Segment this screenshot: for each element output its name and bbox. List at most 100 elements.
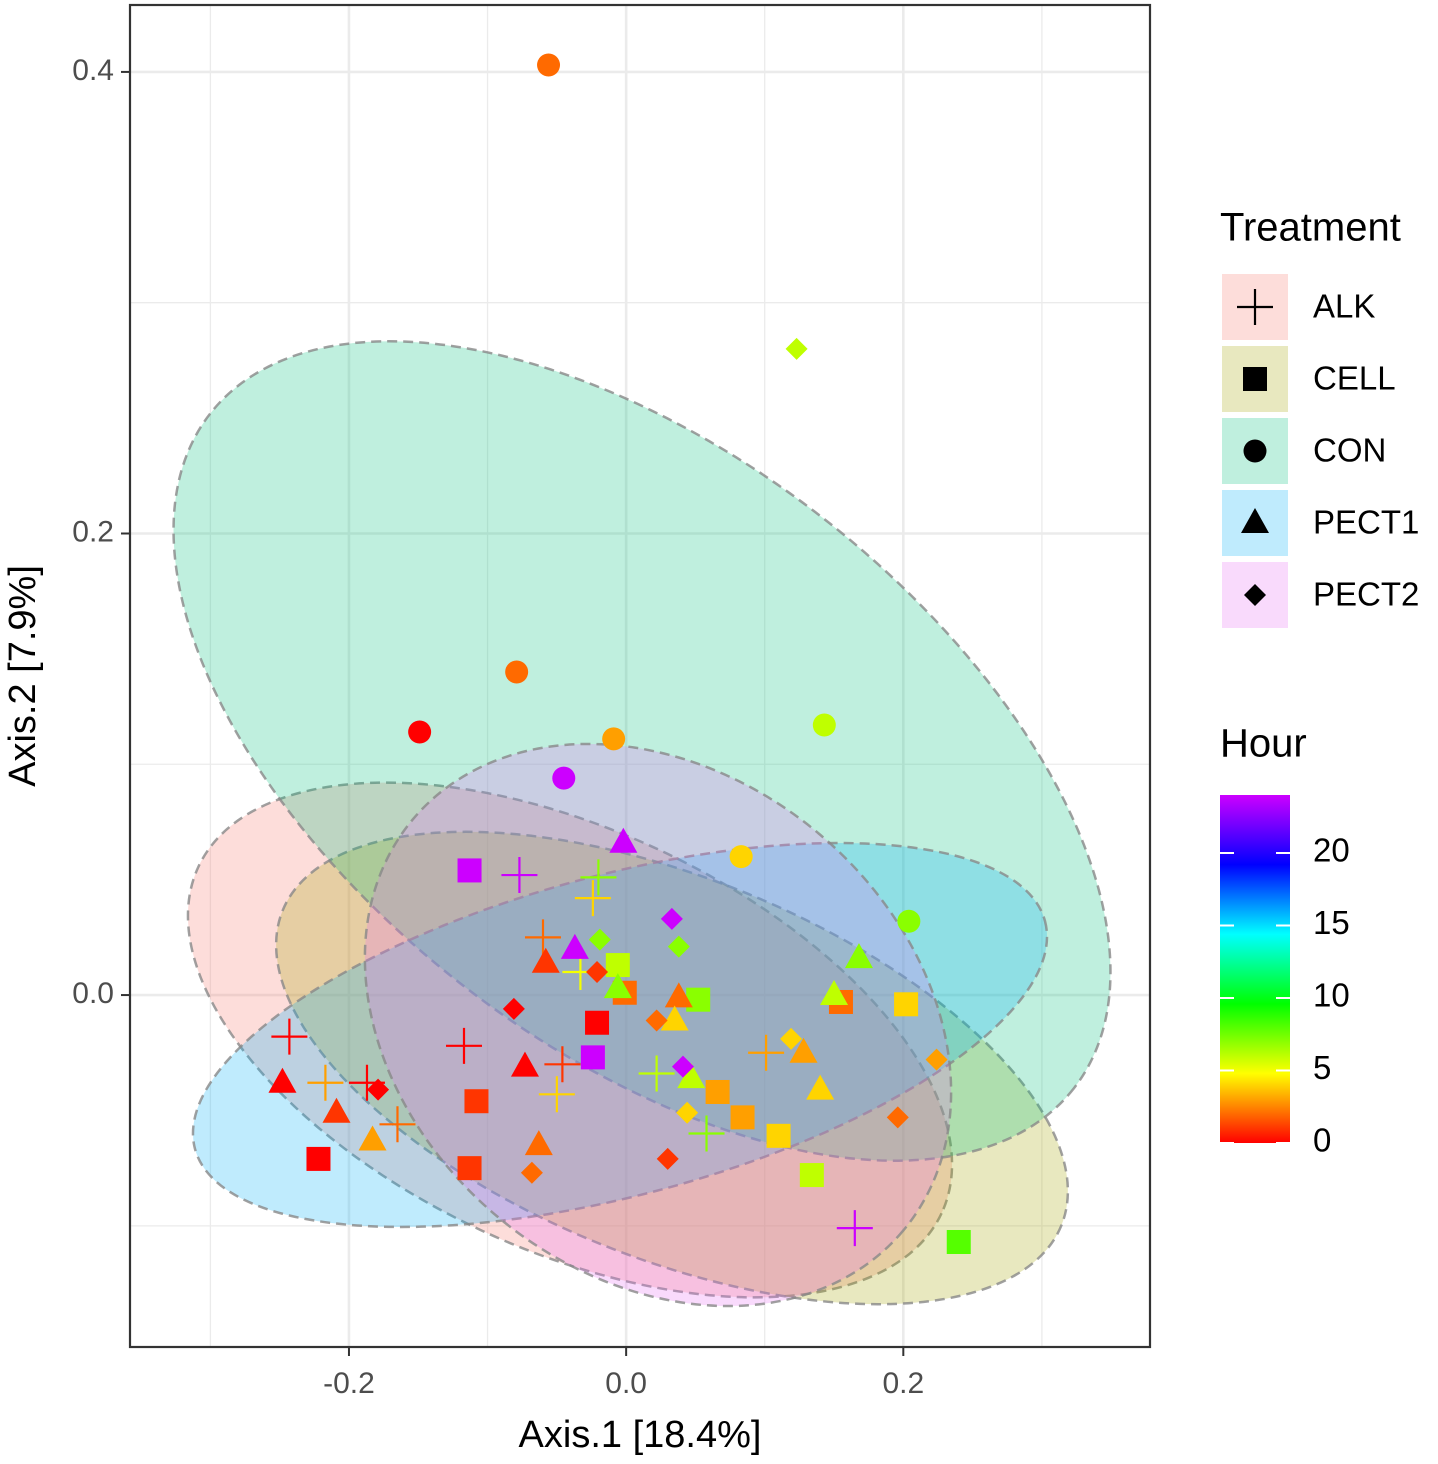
point (367, 1078, 390, 1101)
point (544, 1046, 581, 1083)
point (686, 987, 711, 1012)
legend-label: CON (1313, 432, 1386, 469)
point (897, 909, 921, 933)
point (609, 827, 638, 853)
legend-label: PECT2 (1313, 576, 1419, 613)
legend-symbol (1243, 439, 1267, 463)
point (946, 1229, 971, 1254)
colorbar (1220, 795, 1290, 1143)
point (588, 928, 611, 951)
point (552, 766, 576, 790)
point (664, 982, 693, 1008)
point (586, 960, 609, 983)
plot-background (130, 5, 1150, 1347)
points (268, 53, 971, 1254)
point (886, 1106, 909, 1129)
y-tick-label: 0.4 (72, 54, 114, 87)
point (505, 660, 529, 684)
x-tick-label: 0.0 (605, 1367, 647, 1400)
point (502, 997, 525, 1020)
point (671, 1055, 694, 1078)
point (785, 337, 808, 360)
point (271, 1018, 308, 1055)
point (457, 1156, 482, 1181)
point (660, 1005, 689, 1031)
point (585, 1010, 610, 1035)
point (660, 907, 683, 930)
legend-symbol (1243, 367, 1267, 391)
point (457, 858, 482, 883)
y-tick-label: 0.2 (72, 515, 114, 548)
point (766, 1123, 791, 1148)
point (844, 943, 873, 969)
point (705, 1079, 730, 1104)
point (537, 53, 561, 77)
point (358, 1125, 387, 1151)
legend-label: ALK (1313, 288, 1375, 325)
y-axis-title: Axis.2 [7.9%] (2, 565, 44, 787)
legend-symbol (1244, 584, 1266, 606)
point (464, 1089, 489, 1114)
ellipses (172, 340, 1112, 1308)
point (580, 1045, 605, 1070)
colorbar-label: 15 (1313, 904, 1350, 941)
point (580, 859, 617, 896)
confidence-ellipse (274, 830, 1070, 1306)
point (925, 1048, 948, 1071)
colorbar-label: 10 (1313, 977, 1350, 1014)
point (306, 1146, 331, 1171)
point (268, 1067, 297, 1093)
point (812, 713, 836, 737)
point (638, 1055, 675, 1092)
point (501, 857, 538, 894)
point (645, 1009, 668, 1032)
confidence-ellipse (191, 841, 1049, 1229)
point (307, 1064, 344, 1101)
point (322, 1097, 351, 1123)
point (524, 1130, 553, 1156)
legend-title: Treatment (1220, 206, 1401, 250)
point (656, 1147, 679, 1170)
plot-border (128, 3, 1152, 1349)
legend-label: PECT1 (1313, 504, 1419, 541)
point (894, 992, 919, 1017)
colorbar-title: Hour (1220, 722, 1307, 766)
point (560, 933, 589, 959)
colorbar-label: 0 (1313, 1122, 1331, 1159)
point (524, 919, 561, 956)
point (531, 947, 560, 973)
point (836, 1210, 873, 1247)
point (445, 1027, 482, 1064)
point (520, 1161, 543, 1184)
point (603, 973, 632, 999)
x-tick-label: 0.2 (882, 1367, 924, 1400)
point (789, 1037, 818, 1063)
point (688, 1115, 725, 1152)
point (780, 1027, 803, 1050)
point (677, 1063, 706, 1089)
point (602, 727, 626, 751)
point (806, 1074, 835, 1100)
point (605, 953, 630, 978)
point (820, 980, 849, 1006)
point (730, 1105, 755, 1130)
colorbar-label: 20 (1313, 832, 1350, 869)
colorbar-label: 5 (1313, 1049, 1331, 1086)
point (676, 1101, 699, 1124)
y-tick-label: 0.0 (72, 977, 114, 1010)
point (379, 1106, 416, 1143)
point (538, 1076, 575, 1113)
point (729, 845, 753, 869)
point (510, 1051, 539, 1077)
point (748, 1034, 785, 1071)
legend-symbol (1241, 508, 1269, 533)
point (667, 935, 690, 958)
confidence-ellipse (172, 340, 1112, 1162)
point (799, 1163, 824, 1188)
point (408, 720, 432, 744)
legend-symbol (1237, 289, 1273, 325)
x-tick-label: -0.2 (323, 1367, 375, 1400)
x-axis-title: Axis.1 [18.4%] (519, 1414, 762, 1456)
point (574, 880, 611, 917)
